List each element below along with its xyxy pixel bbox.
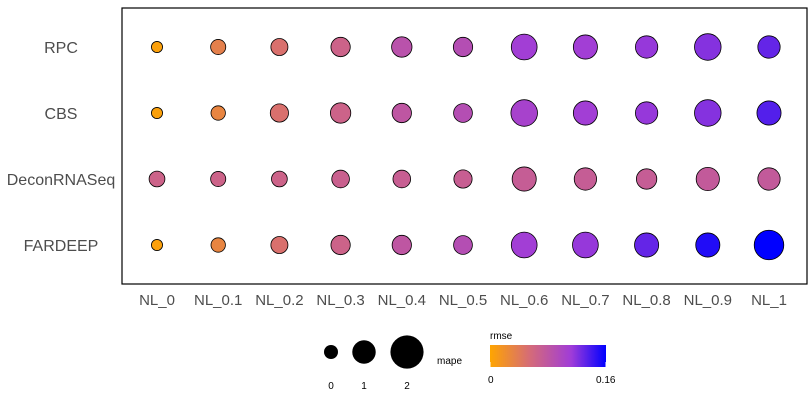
size-legend-key (352, 340, 376, 364)
x-tick-label: NL_0.4 (378, 292, 426, 309)
point-DeconRNASeq-NL_0.4 (392, 169, 412, 189)
point-DeconRNASeq-NL_0 (148, 170, 166, 188)
x-tick-label: NL_0.3 (316, 292, 364, 309)
point-DeconRNASeq-NL_0.6 (511, 166, 537, 192)
point-FARDEEP-NL_1 (753, 229, 785, 261)
point-CBS-NL_0.3 (329, 102, 352, 124)
point-RPC-NL_0.8 (635, 35, 659, 59)
x-tick-label: NL_0.9 (684, 292, 732, 309)
y-tick-label: RPC (44, 40, 78, 57)
point-CBS-NL_0.1 (210, 105, 226, 121)
point-RPC-NL_0.4 (391, 36, 413, 58)
color-legend-label: 0.16 (596, 375, 616, 386)
color-legend-ticks: 0 0.16 (488, 362, 616, 386)
x-tick-label: NL_0.7 (561, 292, 609, 309)
size-legend-label: 2 (404, 381, 410, 392)
point-CBS-NL_0.2 (269, 103, 289, 123)
point-DeconRNASeq-NL_0.7 (573, 167, 597, 191)
size-legend: 0 1 2 (324, 335, 424, 392)
point-RPC-NL_0.6 (510, 33, 538, 61)
point-RPC-NL_0.5 (452, 36, 474, 58)
size-legend-key (390, 335, 424, 369)
y-axis-ticks: RPC CBS DeconRNASeq FARDEEP (7, 40, 116, 255)
point-RPC-NL_0.9 (694, 33, 722, 61)
point-FARDEEP-NL_0 (151, 239, 163, 251)
y-tick-label: CBS (45, 106, 78, 123)
x-tick-label: NL_0 (139, 292, 175, 309)
point-DeconRNASeq-NL_0.2 (271, 170, 288, 188)
point-CBS-NL_0.9 (694, 99, 722, 127)
point-DeconRNASeq-NL_0.1 (210, 171, 227, 187)
point-FARDEEP-NL_0.3 (330, 234, 351, 256)
color-legend-bar (490, 345, 606, 367)
points-layer (148, 33, 785, 261)
point-DeconRNASeq-NL_0.9 (695, 166, 720, 192)
point-FARDEEP-NL_0.5 (453, 235, 473, 255)
point-RPC-NL_0 (151, 41, 163, 53)
point-CBS-NL_0.5 (453, 103, 473, 123)
point-CBS-NL_0.4 (391, 102, 412, 124)
point-DeconRNASeq-NL_0.3 (331, 169, 350, 189)
point-RPC-NL_0.1 (210, 39, 227, 55)
size-legend-key (324, 345, 338, 359)
point-CBS-NL_0.6 (510, 99, 538, 127)
size-legend-label: 1 (361, 381, 367, 392)
point-FARDEEP-NL_0.6 (510, 231, 538, 259)
x-axis-ticks: NL_0 NL_0.1 NL_0.2 NL_0.3 NL_0.4 NL_0.5 NL_0.6… (139, 292, 787, 309)
point-FARDEEP-NL_0.2 (270, 236, 289, 254)
y-tick-label: DeconRNASeq (7, 172, 116, 189)
size-legend-label: 0 (328, 381, 334, 392)
x-tick-label: NL_1 (751, 292, 787, 309)
point-DeconRNASeq-NL_0.5 (453, 169, 473, 189)
point-FARDEEP-NL_0.4 (391, 234, 412, 256)
size-legend-title: mape (437, 356, 462, 367)
point-CBS-NL_0 (151, 107, 163, 119)
color-legend-title: rmse (490, 331, 513, 342)
point-DeconRNASeq-NL_0.8 (635, 168, 658, 190)
point-CBS-NL_0.8 (635, 101, 659, 125)
point-RPC-NL_0.3 (330, 36, 351, 58)
point-FARDEEP-NL_0.1 (210, 237, 226, 253)
x-tick-label: NL_0.1 (194, 292, 242, 309)
point-RPC-NL_1 (757, 35, 781, 59)
x-tick-label: NL_0.5 (439, 292, 487, 309)
y-tick-label: FARDEEP (24, 238, 99, 255)
point-CBS-NL_1 (756, 100, 782, 126)
x-tick-label: NL_0.2 (255, 292, 303, 309)
point-CBS-NL_0.7 (572, 100, 598, 126)
x-tick-label: NL_0.6 (500, 292, 548, 309)
point-FARDEEP-NL_0.8 (634, 232, 660, 258)
point-DeconRNASeq-NL_1 (757, 167, 781, 191)
point-RPC-NL_0.2 (270, 38, 289, 56)
point-FARDEEP-NL_0.7 (572, 231, 599, 259)
x-tick-label: NL_0.8 (622, 292, 670, 309)
color-legend-label: 0 (488, 375, 494, 386)
point-RPC-NL_0.7 (572, 34, 598, 60)
point-FARDEEP-NL_0.9 (695, 232, 721, 258)
